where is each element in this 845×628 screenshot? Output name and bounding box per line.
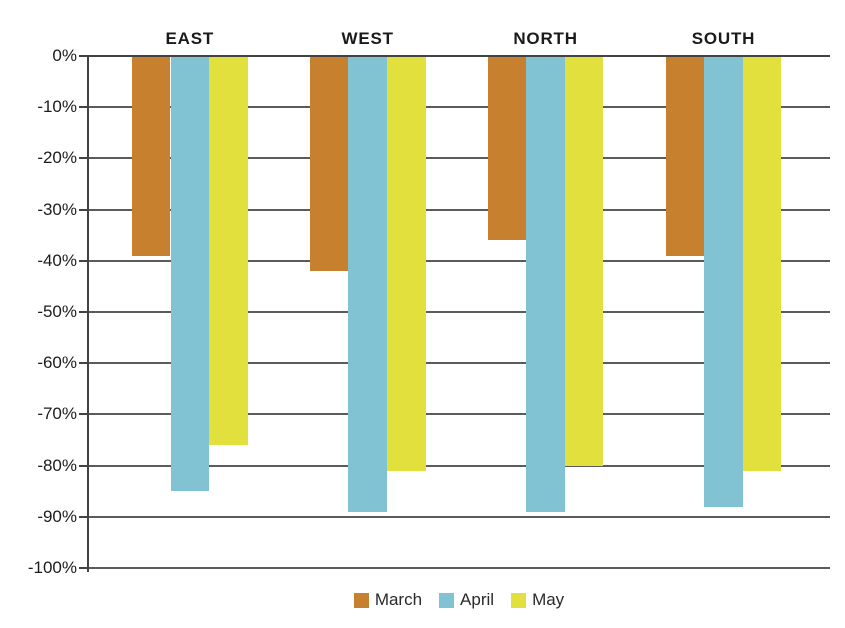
category-label-west: WEST	[341, 29, 394, 48]
y-axis-label--70%: -70%	[37, 404, 77, 424]
gridline-0%	[88, 55, 830, 57]
axis-tick-0%	[79, 55, 88, 57]
bar-east-march	[131, 56, 171, 256]
bar-south-may	[742, 56, 782, 471]
axis-tick--30%	[79, 208, 88, 211]
y-axis-label--30%: -30%	[37, 199, 77, 219]
axis-tick--50%	[79, 311, 88, 313]
legend-item-march: March	[353, 590, 423, 610]
gridline--60%	[88, 362, 830, 365]
gridline--10%	[88, 106, 830, 109]
gridline--30%	[88, 208, 830, 211]
y-axis-label--20%: -20%	[37, 148, 77, 168]
gridline--20%	[88, 157, 830, 160]
axis-tick--40%	[79, 259, 88, 262]
axis-tick--100%	[79, 567, 88, 569]
chart-legend: March April May	[88, 590, 830, 610]
bar-north-april	[526, 56, 565, 512]
legend-label-may: May	[532, 590, 565, 609]
legend-label-march: March	[374, 590, 423, 609]
axis-tick--80%	[79, 464, 88, 467]
legend-swatch-march	[353, 592, 369, 608]
y-axis-label--50%: -50%	[37, 302, 77, 321]
legend-item-april: April	[439, 590, 494, 610]
bar-south-april	[704, 56, 743, 507]
bar-west-may	[387, 56, 426, 471]
bar-east-april	[170, 56, 210, 492]
category-label-north: NORTH	[513, 29, 578, 48]
gridline--100%	[88, 567, 830, 569]
legend-label-april: April	[460, 590, 495, 609]
y-axis-label--40%: -40%	[37, 250, 77, 270]
bar-west-april	[348, 56, 387, 512]
axis-tick--10%	[79, 106, 88, 109]
legend-item-may: May	[511, 590, 564, 610]
category-label-east: EAST	[165, 29, 215, 48]
axis-tick--20%	[79, 157, 88, 160]
bar-east-may	[209, 56, 248, 446]
gridline--50%	[88, 311, 830, 313]
y-axis-line	[87, 56, 89, 572]
y-axis-label--90%: -90%	[37, 506, 77, 526]
gridline--90%	[88, 515, 830, 518]
axis-tick--90%	[79, 515, 88, 518]
axis-tick--70%	[79, 413, 88, 416]
axis-tick--60%	[79, 362, 88, 365]
y-axis-label-0%: 0%	[52, 46, 77, 65]
y-axis-label--60%: -60%	[37, 353, 77, 373]
legend-swatch-may	[511, 592, 527, 608]
bar-south-march	[665, 56, 705, 256]
bar-west-march	[309, 56, 349, 272]
gridline--70%	[88, 413, 830, 416]
gridline--80%	[88, 464, 830, 467]
gridline--40%	[88, 259, 830, 262]
bar-north-march	[487, 56, 527, 241]
legend-swatch-april	[439, 592, 455, 608]
y-axis-label--80%: -80%	[37, 455, 77, 475]
y-axis-label--100%: -100%	[27, 558, 77, 577]
category-label-south: SOUTH	[691, 29, 756, 48]
bar-north-may	[564, 56, 604, 466]
y-axis-label--10%: -10%	[37, 97, 77, 117]
